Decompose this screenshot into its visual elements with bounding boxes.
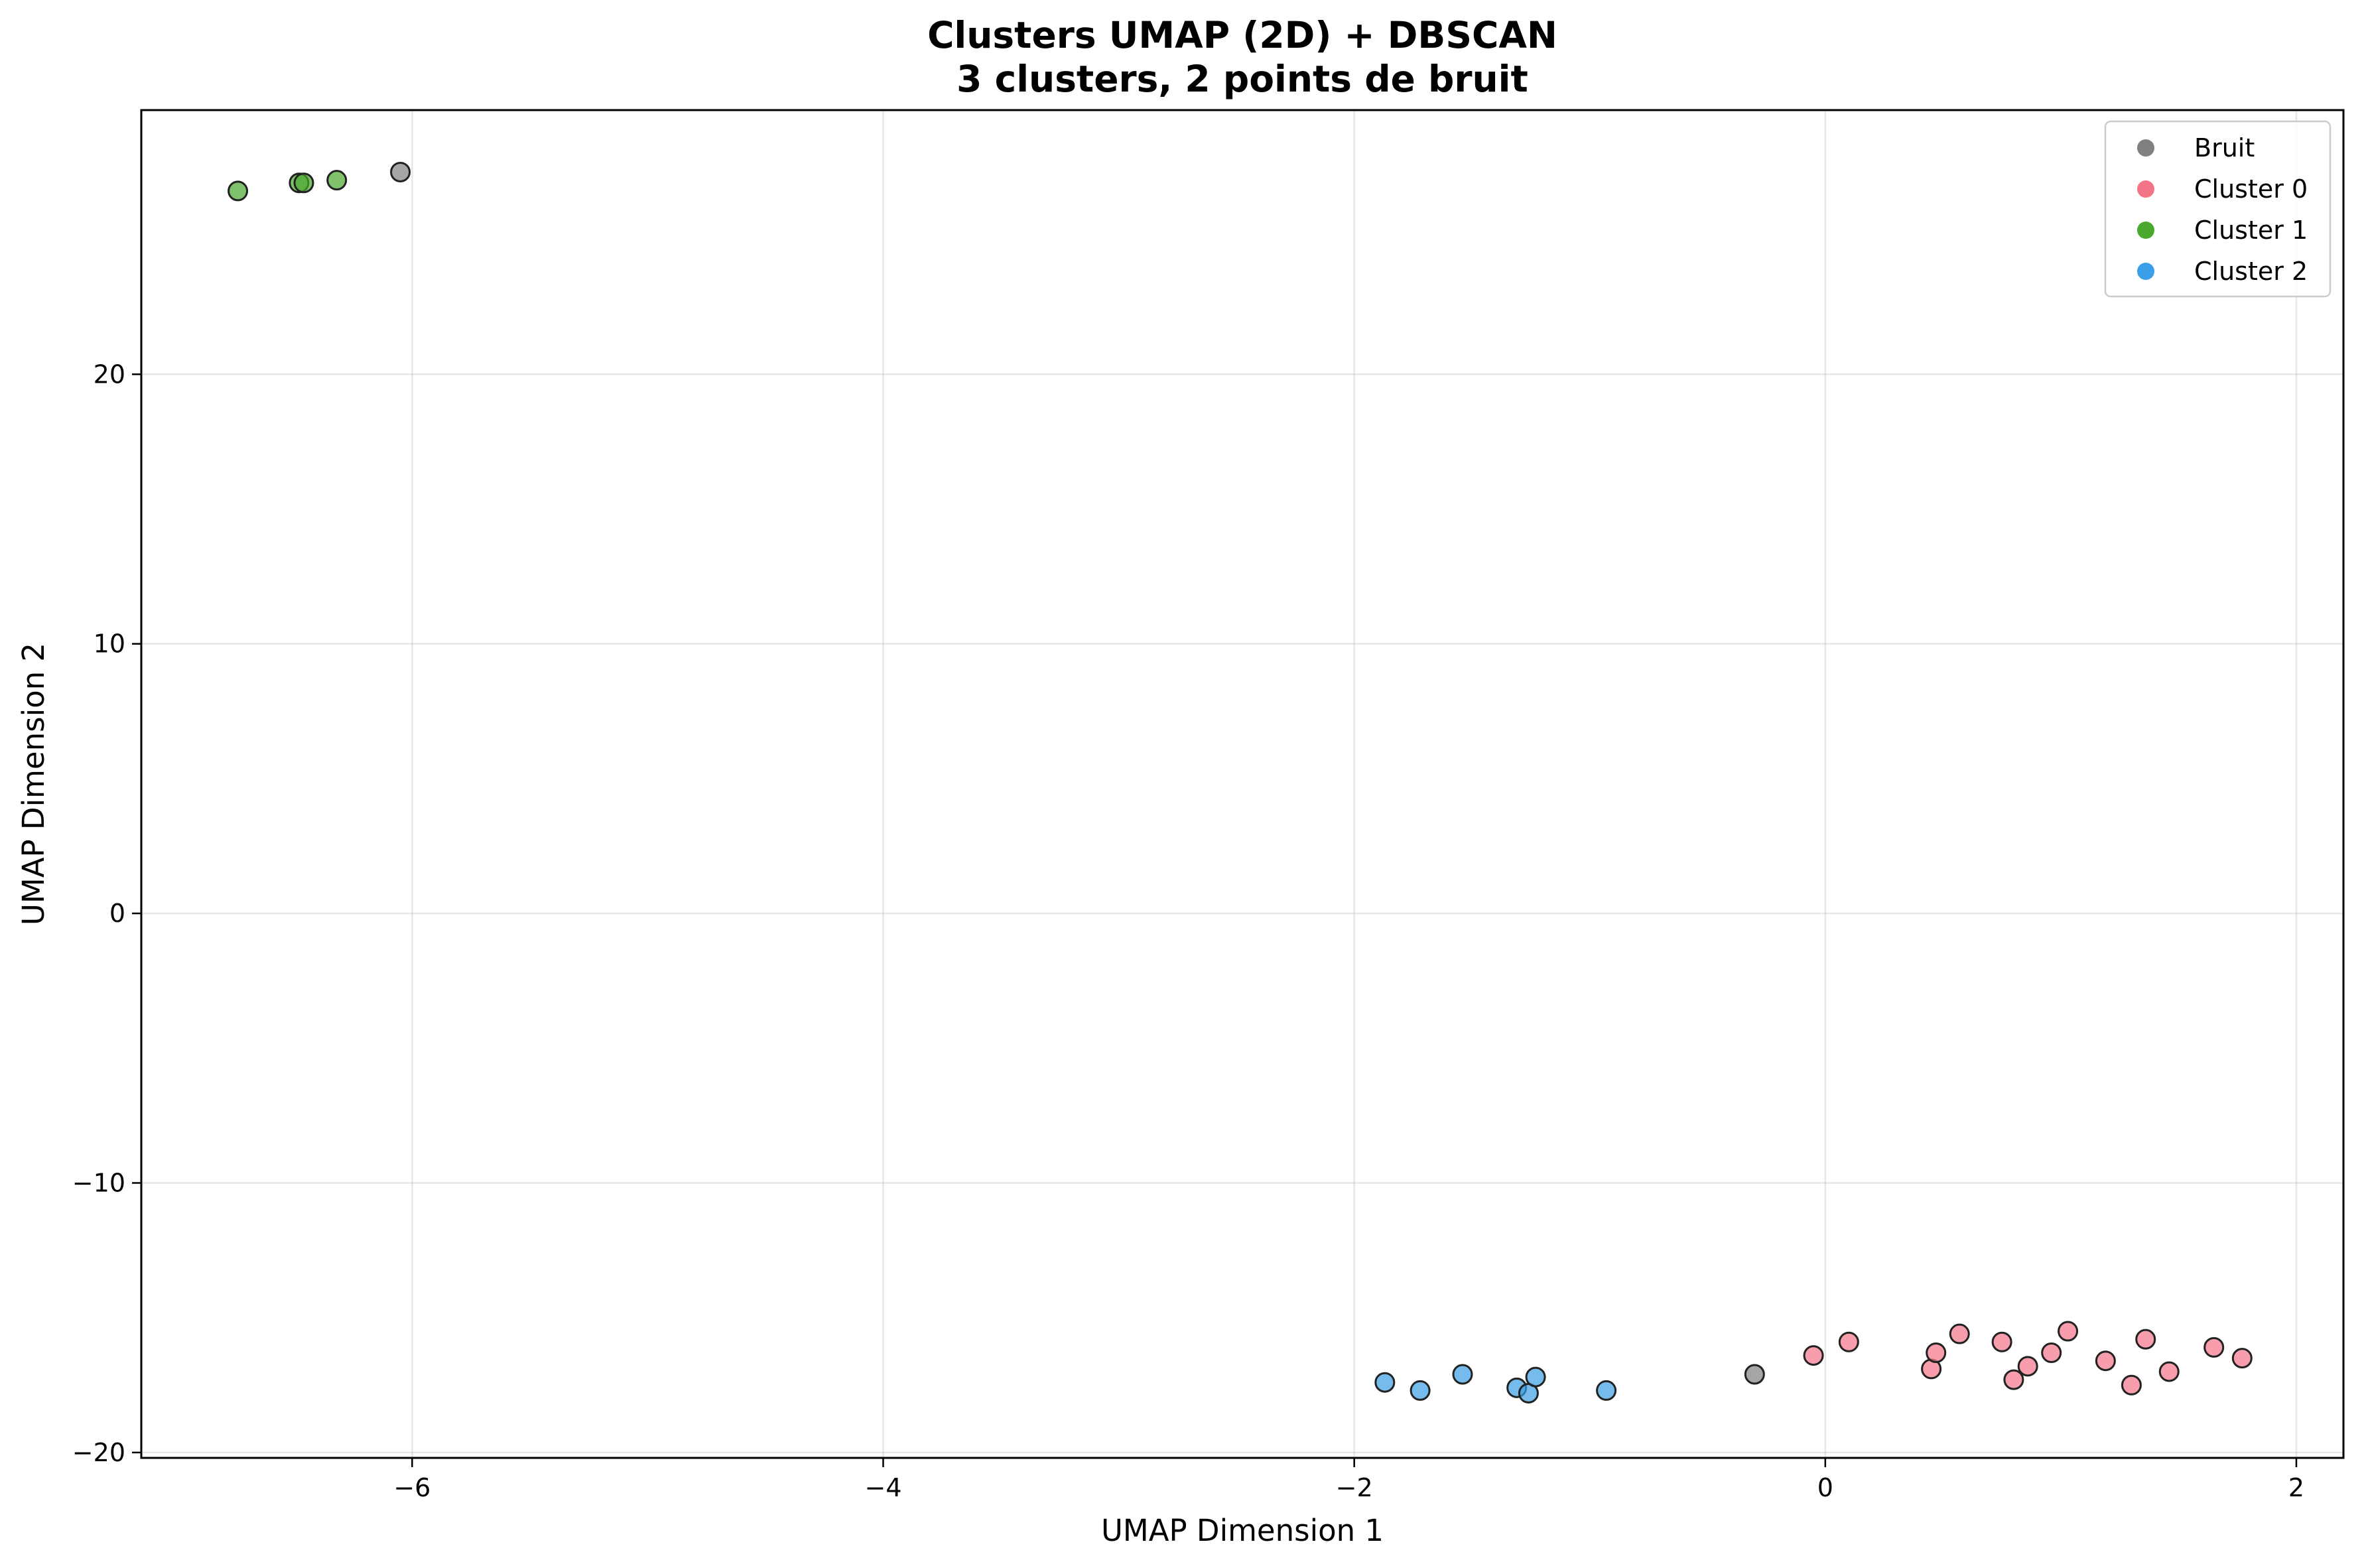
point-cluster-1 — [326, 170, 348, 191]
legend-marker-bruit — [2137, 139, 2154, 157]
y-axis-label: UMAP Dimension 2 — [16, 643, 51, 925]
point-cluster-0 — [1991, 1331, 2012, 1352]
point-bruit — [390, 161, 411, 182]
point-cluster-1 — [293, 172, 314, 194]
point-cluster-0 — [2121, 1374, 2142, 1396]
point-cluster-1 — [228, 180, 249, 202]
chart-subtitle: 3 clusters, 2 points de bruit — [956, 58, 1528, 100]
x-tick-label: −6 — [393, 1473, 430, 1502]
data-points — [228, 161, 2253, 1404]
legend-label-cluster-2: Cluster 2 — [2194, 257, 2308, 286]
point-cluster-0 — [2203, 1337, 2225, 1358]
legend-label-cluster-0: Cluster 0 — [2194, 174, 2308, 204]
grid — [141, 110, 2343, 1458]
x-tick-label: −2 — [1336, 1473, 1373, 1502]
point-cluster-0 — [2135, 1329, 2156, 1350]
point-cluster-0 — [1803, 1345, 1824, 1366]
legend-label-bruit: Bruit — [2194, 133, 2255, 163]
point-cluster-0 — [2095, 1350, 2116, 1372]
point-cluster-2 — [1452, 1364, 1473, 1385]
legend-frame — [2104, 120, 2331, 298]
point-cluster-0 — [2003, 1369, 2024, 1390]
point-cluster-0 — [1838, 1331, 1859, 1352]
legend-label-cluster-1: Cluster 1 — [2194, 216, 2308, 245]
plot-frame — [140, 109, 2345, 1459]
legend-marker-cluster-2 — [2137, 263, 2154, 280]
x-tick-label: −4 — [864, 1473, 901, 1502]
x-axis-label: UMAP Dimension 1 — [1101, 1513, 1384, 1548]
x-tick-label: 2 — [2288, 1473, 2304, 1502]
y-tick-label: 10 — [94, 629, 125, 659]
x-tick-label: 0 — [1817, 1473, 1833, 1502]
legend-marker-cluster-1 — [2137, 222, 2154, 239]
legend-marker-cluster-0 — [2137, 180, 2154, 198]
point-cluster-0 — [2041, 1342, 2062, 1364]
point-cluster-0 — [2058, 1321, 2079, 1342]
y-tick-label: −20 — [72, 1438, 125, 1467]
point-cluster-2 — [1525, 1366, 1546, 1388]
y-tick-label: 0 — [109, 899, 125, 928]
y-tick-label: −10 — [72, 1168, 125, 1197]
point-cluster-0 — [1926, 1342, 1947, 1364]
point-cluster-2 — [1374, 1372, 1396, 1393]
point-cluster-0 — [2158, 1361, 2180, 1382]
y-tick-label: 20 — [94, 359, 125, 389]
point-cluster-0 — [1949, 1323, 1970, 1344]
point-cluster-0 — [2231, 1348, 2253, 1369]
point-cluster-2 — [1410, 1380, 1431, 1401]
point-bruit — [1744, 1364, 1765, 1385]
legend: Bruit Cluster 0 Cluster 1 Cluster 2 — [2104, 120, 2331, 298]
chart-title: Clusters UMAP (2D) + DBSCAN — [927, 14, 1557, 56]
point-cluster-0 — [2017, 1356, 2038, 1377]
point-cluster-2 — [1596, 1380, 1617, 1401]
